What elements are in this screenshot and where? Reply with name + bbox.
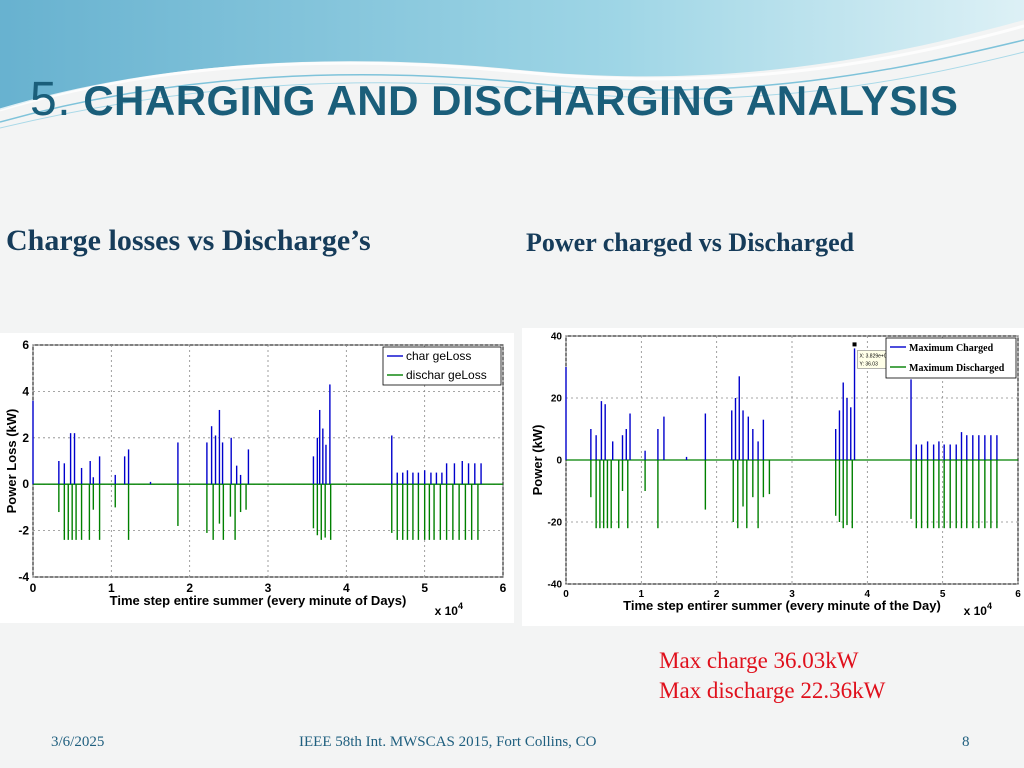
datatip-text: X: 3.829e+004 <box>860 353 893 359</box>
y-tick-label: 0 <box>22 477 29 491</box>
x-tick-label: 0 <box>30 581 37 595</box>
slide-number: 8 <box>962 734 970 750</box>
footer-conference: IEEE 58th Int. MWSCAS 2015, Fort Collins… <box>299 734 597 750</box>
datatip-marker <box>852 342 857 347</box>
datatip-text: Y: 36.03 <box>860 361 879 367</box>
y-tick-label: -20 <box>548 517 563 528</box>
wave-banner <box>0 0 1024 129</box>
subtitle-left: Charge losses vs Discharge’s <box>6 224 371 257</box>
x-tick-label: 5 <box>421 581 428 595</box>
legend-box <box>382 346 502 386</box>
y-tick-label: 20 <box>551 393 563 404</box>
max-discharge-note: Max discharge 22.36kW <box>659 678 886 703</box>
x-tick-label: 6 <box>1015 589 1021 600</box>
y-tick-label: 4 <box>22 384 29 398</box>
chart-power-loss: 0 1 2 3 4 5 6 -4 -2 0 2 4 6 char geLoss dischar geLoss… <box>4 338 507 618</box>
footer-date: 3/6/2025 <box>51 734 105 750</box>
y-tick-label: 0 <box>556 455 562 466</box>
x-tick-label: 1 <box>639 589 645 600</box>
subtitle-right: Power charged vs Discharged <box>526 228 855 257</box>
x-tick-label: 3 <box>789 589 795 600</box>
legend-box <box>885 337 1017 379</box>
y-tick-label: 2 <box>22 431 29 445</box>
x-tick-label: 2 <box>186 581 193 595</box>
x-tick-label: 0 <box>563 589 569 600</box>
y-tick-label: 6 <box>22 338 29 352</box>
chart-power-loss-panel: 0 1 2 3 4 5 6 -4 -2 0 2 4 6 char geLoss dischar geLoss… <box>0 333 514 623</box>
x-axis-label: Time step entirer summer (every minute o… <box>623 598 941 613</box>
x-axis-multiplier: x 104 <box>964 601 992 618</box>
x-axis-label: Time step entire summer (every minute of… <box>110 593 407 608</box>
x-tick-label: 5 <box>940 589 946 600</box>
chart-power: 0 1 2 3 4 5 6 -40 -20 0 20 40 X: 3.829e+004 Y: 36.03 M… <box>530 331 1021 618</box>
y-axis-label: Power (kW) <box>530 425 545 496</box>
x-tick-label: 4 <box>865 589 871 600</box>
legend-label: Maximum Discharged <box>909 363 1005 374</box>
y-tick-label: -40 <box>548 579 563 590</box>
page-title: 5. CHARGING AND DISCHARGING ANALYSIS <box>30 73 959 126</box>
x-tick-label: 2 <box>714 589 720 600</box>
chart-power-panel: 0 1 2 3 4 5 6 -40 -20 0 20 40 X: 3.829e+004 Y: 36.03 M… <box>522 328 1024 626</box>
y-tick-label: -4 <box>18 570 29 584</box>
legend-label: dischar geLoss <box>406 368 487 382</box>
max-charge-note: Max charge 36.03kW <box>659 648 859 673</box>
legend-label: Maximum Charged <box>909 343 994 354</box>
y-tick-label: 40 <box>551 331 563 342</box>
x-tick-label: 4 <box>343 581 350 595</box>
legend-label: char geLoss <box>406 349 471 363</box>
x-tick-label: 1 <box>108 581 115 595</box>
y-axis-label: Power Loss (kW) <box>4 409 19 514</box>
x-tick-label: 3 <box>265 581 272 595</box>
x-tick-label: 6 <box>500 581 507 595</box>
x-axis-multiplier: x 104 <box>435 601 463 618</box>
y-tick-label: -2 <box>18 524 29 538</box>
